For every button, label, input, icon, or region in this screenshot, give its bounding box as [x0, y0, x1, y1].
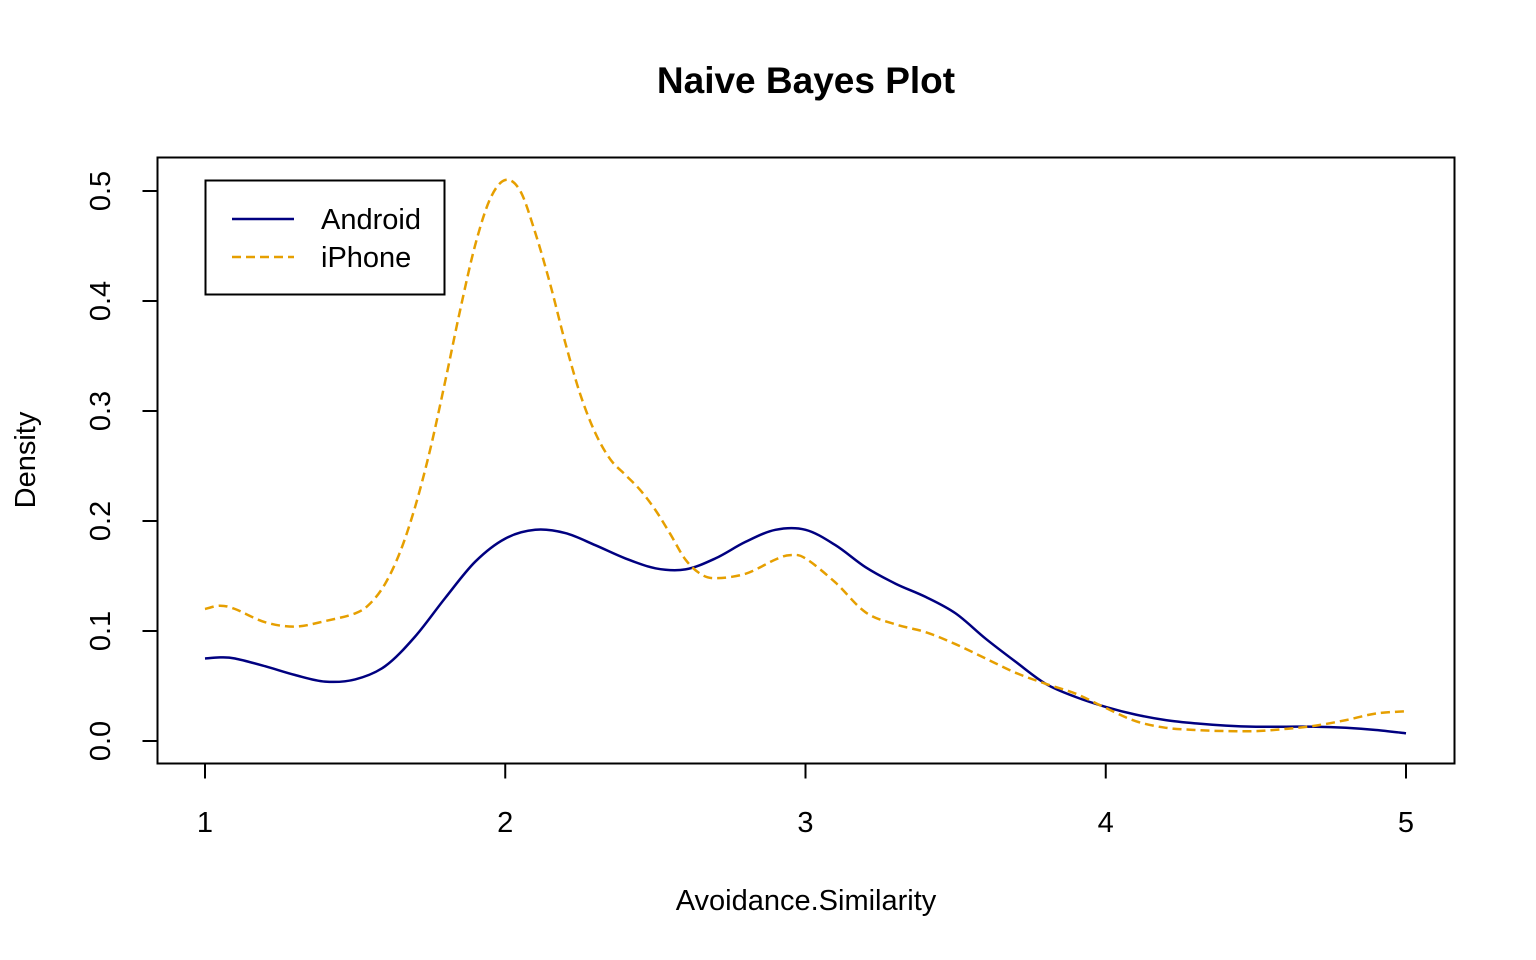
x-tick-label-4: 4 [1098, 807, 1114, 839]
legend-box [204, 179, 446, 296]
y-tick-label-0.1: 0.1 [85, 611, 117, 651]
y-tick-label-0.5: 0.5 [85, 171, 117, 211]
y-axis: 0.0 0.1 0.2 0.3 0.4 0.5 [85, 171, 159, 761]
y-tick-label-0.3: 0.3 [85, 391, 117, 431]
x-tick-label-1: 1 [197, 807, 213, 839]
legend-label-android: Android [321, 204, 421, 236]
series-line-iphone [204, 178, 1407, 733]
x-tick-label-5: 5 [1398, 807, 1414, 839]
y-axis-label: Density [10, 411, 42, 508]
x-tick-label-3: 3 [797, 807, 813, 839]
chart-title: Naive Bayes Plot [657, 60, 955, 101]
legend-label-iphone: iPhone [321, 242, 411, 274]
y-tick-label-0.0: 0.0 [85, 721, 117, 761]
y-tick-label-0.4: 0.4 [85, 281, 117, 321]
series-layer [204, 178, 1407, 735]
y-tick-label-0.2: 0.2 [85, 501, 117, 541]
series-line-android [204, 526, 1407, 735]
x-tick-label-2: 2 [497, 807, 513, 839]
legend: Android iPhone [204, 179, 446, 296]
x-axis-label: Avoidance.Similarity [676, 885, 937, 917]
x-axis: 1 2 3 4 5 [197, 762, 1414, 839]
